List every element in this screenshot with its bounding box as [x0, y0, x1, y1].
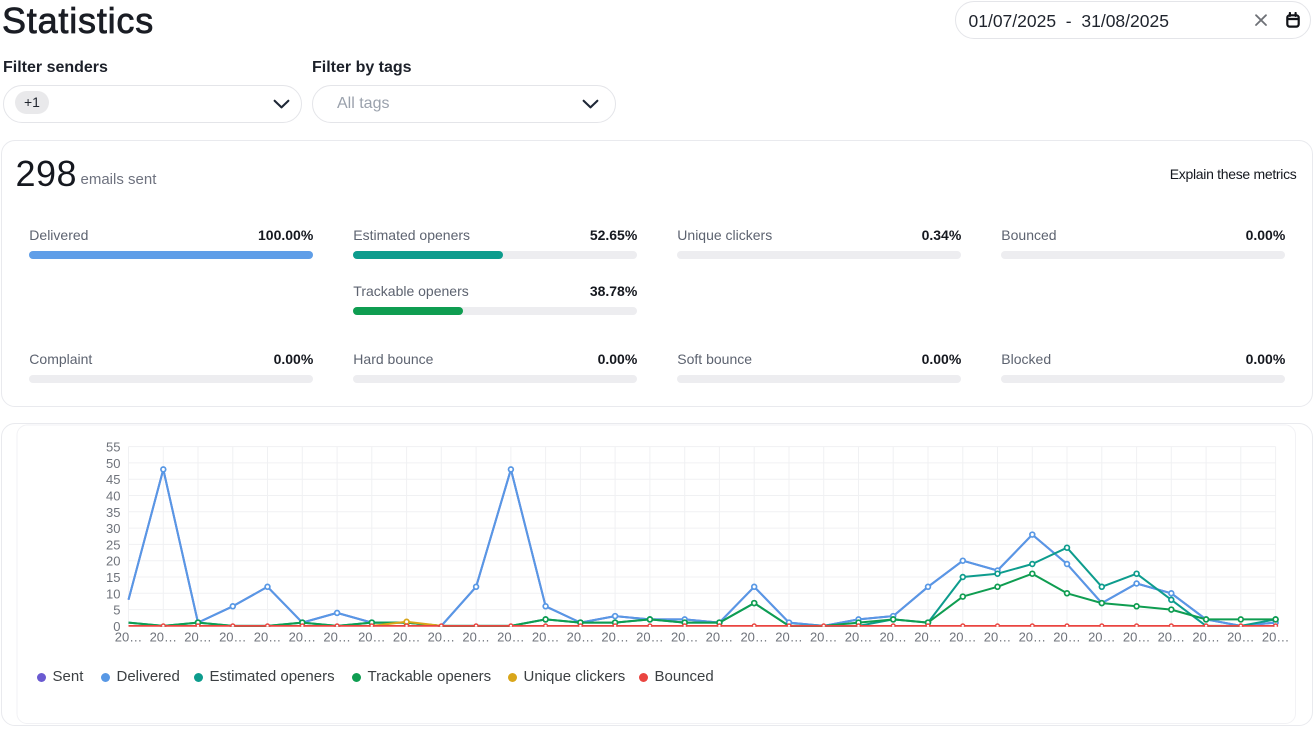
svg-text:20…: 20…: [428, 630, 455, 645]
svg-text:20…: 20…: [1123, 630, 1150, 645]
svg-text:20…: 20…: [740, 630, 767, 645]
svg-text:15: 15: [106, 570, 120, 585]
svg-text:20…: 20…: [949, 630, 976, 645]
svg-text:20…: 20…: [532, 630, 559, 645]
svg-text:35: 35: [106, 505, 120, 520]
svg-text:20…: 20…: [1088, 630, 1115, 645]
svg-text:55: 55: [106, 440, 120, 455]
svg-text:20: 20: [106, 554, 120, 569]
svg-text:20…: 20…: [462, 630, 489, 645]
svg-text:10: 10: [106, 586, 120, 601]
svg-text:45: 45: [106, 472, 120, 487]
svg-text:20…: 20…: [1262, 630, 1289, 645]
svg-text:50: 50: [106, 456, 120, 471]
svg-text:20…: 20…: [323, 630, 350, 645]
svg-text:20…: 20…: [219, 630, 246, 645]
svg-text:20…: 20…: [1158, 630, 1185, 645]
svg-text:20…: 20…: [671, 630, 698, 645]
svg-text:5: 5: [113, 603, 120, 618]
svg-text:20…: 20…: [879, 630, 906, 645]
svg-text:20…: 20…: [1053, 630, 1080, 645]
svg-text:20…: 20…: [150, 630, 177, 645]
svg-text:20…: 20…: [289, 630, 316, 645]
svg-text:20…: 20…: [984, 630, 1011, 645]
svg-text:20…: 20…: [393, 630, 420, 645]
svg-text:25: 25: [106, 537, 120, 552]
svg-text:20…: 20…: [810, 630, 837, 645]
svg-text:20…: 20…: [497, 630, 524, 645]
svg-text:20…: 20…: [1227, 630, 1254, 645]
svg-text:30: 30: [106, 521, 120, 536]
svg-text:20…: 20…: [914, 630, 941, 645]
svg-text:20…: 20…: [184, 630, 211, 645]
svg-text:20…: 20…: [1192, 630, 1219, 645]
svg-text:20…: 20…: [775, 630, 802, 645]
svg-text:40: 40: [106, 489, 120, 504]
svg-text:20…: 20…: [358, 630, 385, 645]
svg-text:20…: 20…: [636, 630, 663, 645]
svg-text:20…: 20…: [706, 630, 733, 645]
svg-text:20…: 20…: [115, 630, 142, 645]
svg-text:20…: 20…: [254, 630, 281, 645]
svg-text:20…: 20…: [567, 630, 594, 645]
svg-text:20…: 20…: [601, 630, 628, 645]
svg-text:20…: 20…: [845, 630, 872, 645]
svg-text:20…: 20…: [1019, 630, 1046, 645]
svg-text:0: 0: [113, 619, 120, 634]
